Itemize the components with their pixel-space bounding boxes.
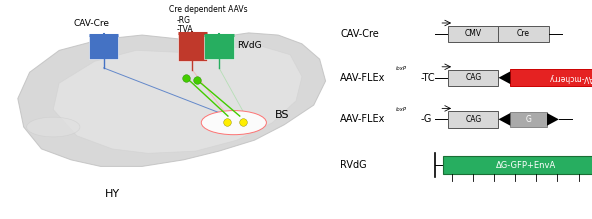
FancyBboxPatch shape — [448, 111, 498, 127]
Text: Cre: Cre — [517, 29, 530, 39]
Text: CMV: CMV — [465, 29, 482, 39]
Text: ΔG-GFP+EnvA: ΔG-GFP+EnvA — [496, 161, 556, 170]
Polygon shape — [547, 113, 559, 126]
FancyBboxPatch shape — [443, 156, 592, 174]
Text: TAV-mcherry: TAV-mcherry — [548, 73, 592, 82]
Text: AAV-FLEx: AAV-FLEx — [340, 114, 386, 124]
Text: G: G — [526, 115, 532, 124]
Text: CAG: CAG — [465, 73, 481, 82]
FancyBboxPatch shape — [510, 112, 547, 127]
Polygon shape — [498, 113, 510, 126]
Polygon shape — [53, 46, 302, 153]
Text: CAV-Cre: CAV-Cre — [340, 29, 379, 39]
Polygon shape — [498, 71, 510, 84]
Text: loxP: loxP — [395, 107, 407, 112]
Text: CAV-Cre: CAV-Cre — [74, 19, 110, 28]
Polygon shape — [178, 33, 207, 61]
FancyBboxPatch shape — [448, 70, 498, 86]
Text: -TC: -TC — [421, 73, 436, 83]
Text: BS: BS — [275, 110, 289, 120]
FancyBboxPatch shape — [510, 69, 592, 86]
Circle shape — [27, 117, 80, 137]
Text: HY: HY — [105, 189, 120, 199]
Text: RVdG: RVdG — [340, 160, 367, 170]
Text: CAG: CAG — [465, 115, 481, 124]
Text: -TVA: -TVA — [176, 25, 193, 34]
FancyBboxPatch shape — [498, 26, 549, 42]
Text: AAV-FLEx: AAV-FLEx — [340, 73, 386, 83]
Circle shape — [201, 111, 266, 135]
Text: Cre dependent AAVs: Cre dependent AAVs — [169, 5, 247, 14]
Text: RVdG: RVdG — [237, 41, 262, 50]
Polygon shape — [89, 35, 118, 59]
Polygon shape — [204, 35, 234, 59]
Text: -G: -G — [421, 114, 432, 124]
Text: loxP: loxP — [395, 66, 407, 71]
Polygon shape — [18, 33, 326, 166]
FancyBboxPatch shape — [448, 26, 498, 42]
Text: -RG: -RG — [176, 16, 191, 25]
